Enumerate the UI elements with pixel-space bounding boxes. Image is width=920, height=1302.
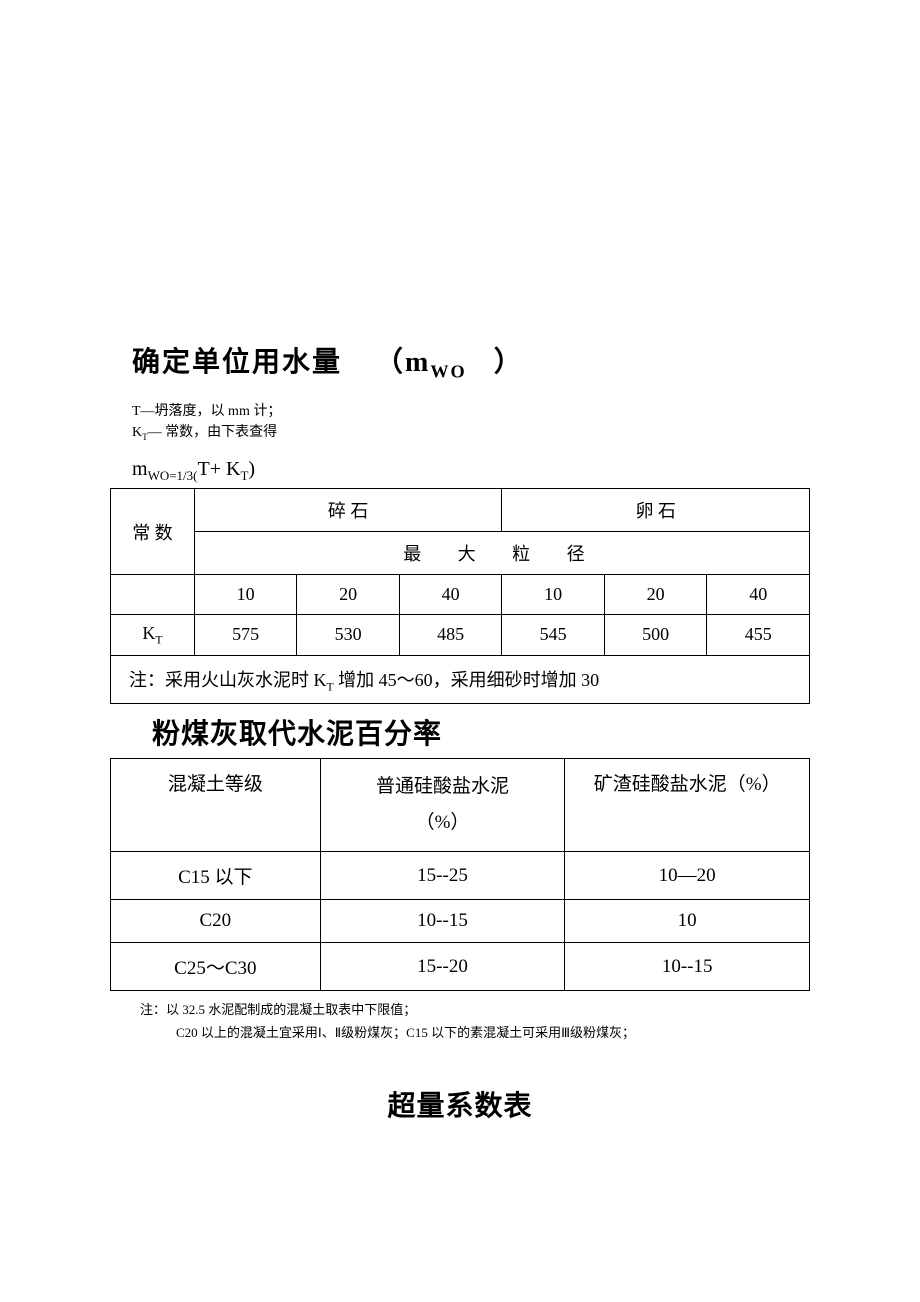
small-note-line1: 注：以 32.5 水泥配制成的混凝土取表中下限值； [140, 1002, 416, 1017]
cell-ordinary: 10--15 [320, 900, 565, 943]
definition-notes: T—坍落度，以 mm 计； KT— 常数，由下表查得 [132, 401, 810, 444]
col2-line2: （%） [327, 805, 559, 841]
symbol-sub: WO [430, 362, 466, 382]
cell-header-grade: 混凝土等级 [111, 759, 321, 852]
cell-value: 575 [194, 615, 297, 656]
formula: mWO=1/3(T+ KT) [132, 458, 810, 484]
cell-size: 20 [297, 575, 400, 615]
cell-size: 40 [399, 575, 502, 615]
heading-water-usage: 确定单位用水量 （mWO ） [132, 340, 810, 383]
small-notes: 注：以 32.5 水泥配制成的混凝土取表中下限值； C20 以上的混凝土宜采用Ⅰ… [140, 999, 810, 1043]
cell-value: 485 [399, 615, 502, 656]
pebble-label: 卵 石 [635, 501, 676, 521]
note-text-2: 增加 45～60，采用细砂时增加 30 [334, 670, 600, 690]
table-row: 常 数 碎 石 卵 石 [111, 489, 810, 532]
cell-value: 455 [707, 615, 810, 656]
maxsize-label: 最 大 粒 径 [403, 544, 601, 564]
heading-symbol: （mWO ） [375, 347, 524, 378]
table-row: C25～C30 15--20 10--15 [111, 943, 810, 991]
table-row: 最 大 粒 径 [111, 532, 810, 575]
cell-size: 10 [502, 575, 605, 615]
note2-rest: — 常数，由下表查得 [148, 425, 278, 440]
cell-slag: 10—20 [565, 852, 810, 900]
cell-ordinary: 15--25 [320, 852, 565, 900]
table-row: 10 20 40 10 20 40 [111, 575, 810, 615]
cell-grade: C20 [111, 900, 321, 943]
table-row: KT 575 530 485 545 500 455 [111, 615, 810, 656]
cell-value: 530 [297, 615, 400, 656]
note-line-1: T—坍落度，以 mm 计； [132, 401, 810, 422]
table-row-note: 注：采用火山灰水泥时 KT 增加 45～60，采用细砂时增加 30 [111, 655, 810, 704]
note-line-2: KT— 常数，由下表查得 [132, 422, 810, 444]
small-note-line2: C20 以上的混凝土宜采用Ⅰ、Ⅱ级粉煤灰；C15 以下的素混凝土可采用Ⅲ级粉煤灰… [176, 1022, 810, 1044]
heading-prefix: 确定单位用水量 [132, 347, 342, 378]
cell-empty [111, 575, 195, 615]
cell-slag: 10 [565, 900, 810, 943]
cell-header-ordinary: 普通硅酸盐水泥 （%） [320, 759, 565, 852]
cell-size: 10 [194, 575, 297, 615]
cell-ordinary: 15--20 [320, 943, 565, 991]
cell-max-size: 最 大 粒 径 [194, 532, 809, 575]
cell-slag: 10--15 [565, 943, 810, 991]
crushed-label: 碎 石 [328, 501, 369, 521]
heading-flyash: 粉煤灰取代水泥百分率 [152, 712, 810, 752]
cell-grade: C25～C30 [111, 943, 321, 991]
table-row: C15 以下 15--25 10—20 [111, 852, 810, 900]
table-flyash-replacement: 混凝土等级 普通硅酸盐水泥 （%） 矿渣硅酸盐水泥（%） C15 以下 15--… [110, 758, 810, 991]
cell-constant-label: 常 数 [111, 489, 195, 575]
note-text-1: 注：采用火山灰水泥时 K [129, 670, 327, 690]
cell-pebble: 卵 石 [502, 489, 810, 532]
note-sub: T [327, 680, 334, 693]
col2-line1: 普通硅酸盐水泥 [327, 769, 559, 805]
cell-size: 40 [707, 575, 810, 615]
table-row: C20 10--15 10 [111, 900, 810, 943]
cell-value: 500 [604, 615, 707, 656]
table-kt-constants: 常 数 碎 石 卵 石 最 大 粒 径 10 20 40 10 20 40 KT… [110, 488, 810, 704]
table-row: 混凝土等级 普通硅酸盐水泥 （%） 矿渣硅酸盐水泥（%） [111, 759, 810, 852]
formula-mid: T+ K [198, 458, 241, 480]
cell-kt-label: KT [111, 615, 195, 656]
cell-note: 注：采用火山灰水泥时 KT 增加 45～60，采用细砂时增加 30 [111, 655, 810, 704]
cell-crushed-stone: 碎 石 [194, 489, 502, 532]
formula-base1: m [132, 458, 148, 480]
cell-value: 545 [502, 615, 605, 656]
heading-excess-coefficient: 超量系数表 [110, 1084, 810, 1124]
cell-size: 20 [604, 575, 707, 615]
kt-base: K [142, 623, 155, 643]
cell-header-slag: 矿渣硅酸盐水泥（%） [565, 759, 810, 852]
note2-base: K [132, 425, 142, 440]
document-page: 确定单位用水量 （mWO ） T—坍落度，以 mm 计； KT— 常数，由下表查… [0, 0, 920, 1184]
cell-grade: C15 以下 [111, 852, 321, 900]
formula-end: ) [248, 458, 255, 480]
kt-sub: T [155, 634, 162, 647]
formula-sub1: WO=1/3( [148, 468, 198, 483]
symbol-base: m [405, 347, 430, 378]
